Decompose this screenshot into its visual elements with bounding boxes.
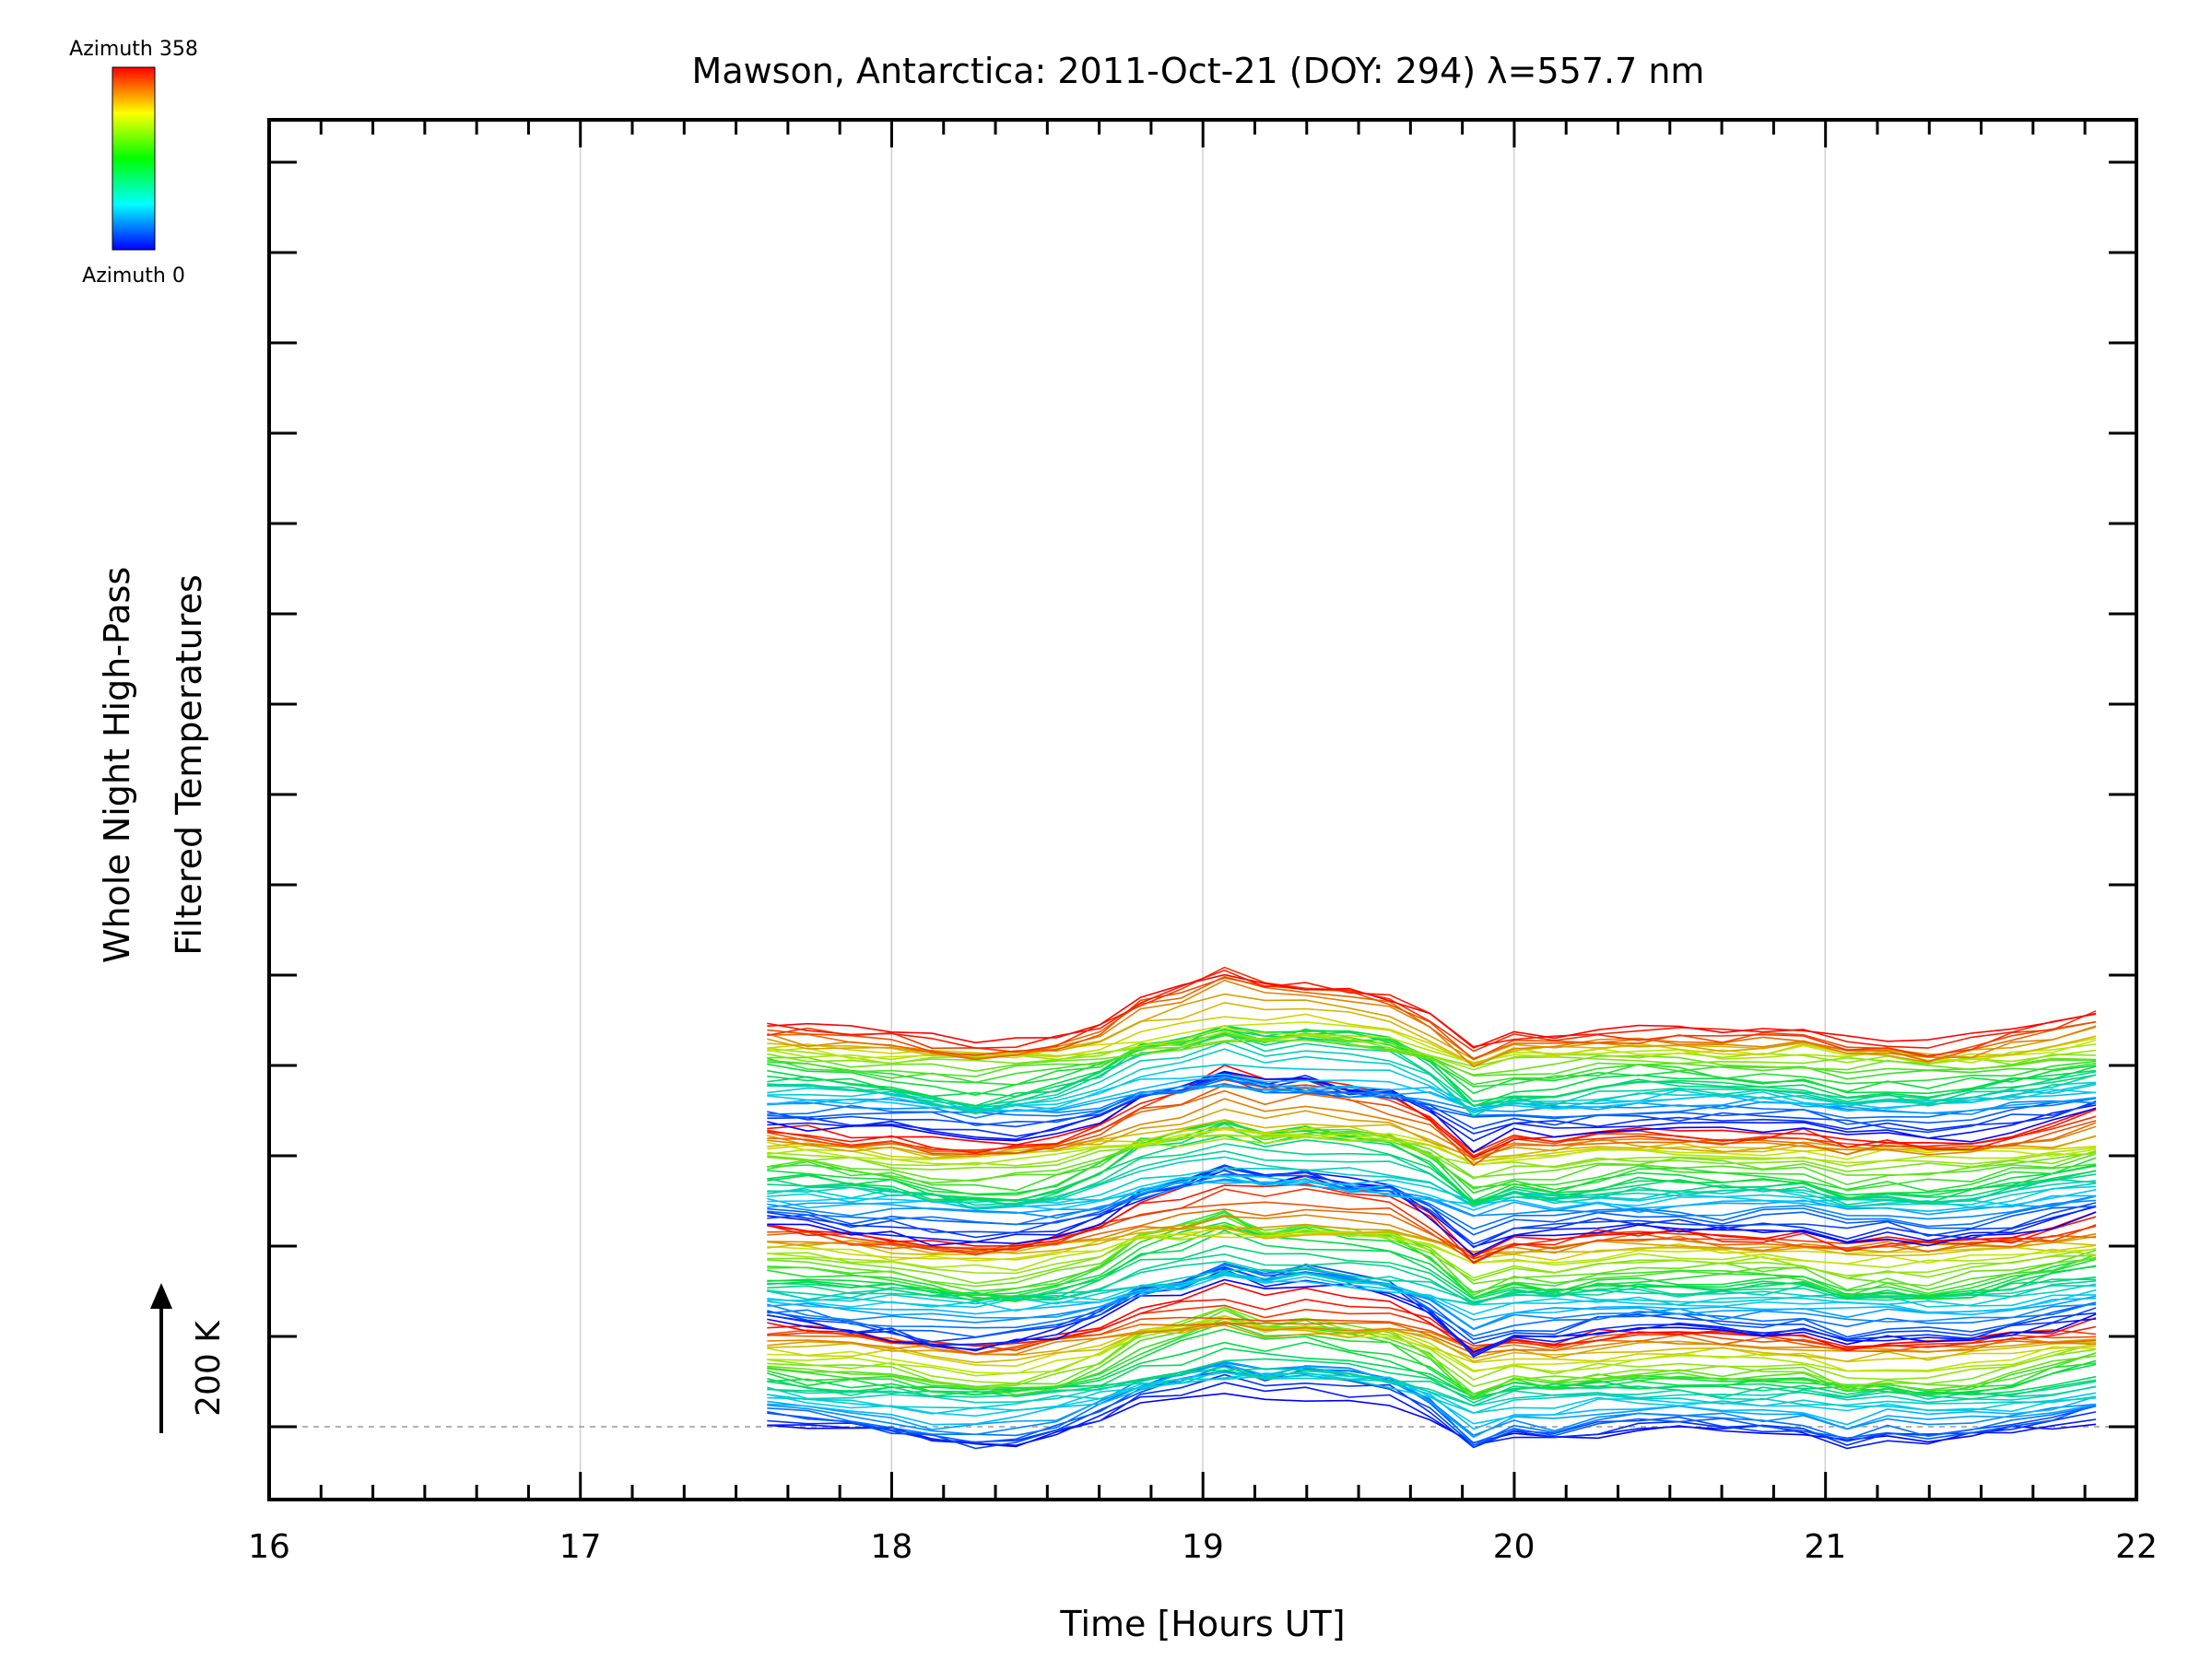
trace-58	[767, 1215, 2097, 1288]
trace-91	[767, 1121, 2097, 1196]
trace-95	[767, 1135, 2097, 1180]
trace-77	[767, 1170, 2097, 1230]
trace-112	[767, 1076, 2097, 1126]
scale-arrow-head	[150, 1283, 172, 1309]
trace-8	[767, 1363, 2097, 1430]
trace-47	[767, 1272, 2097, 1308]
trace-5	[767, 1363, 2097, 1447]
axis-ticks	[267, 120, 2136, 1500]
y-axis-label-line1: Whole Night High-Pass	[97, 567, 137, 963]
chart-title: Mawson, Antarctica: 2011-Oct-21 (DOY: 29…	[692, 51, 1705, 91]
trace-80	[767, 1180, 2097, 1213]
trace-88	[767, 1123, 2097, 1205]
trace-53	[767, 1225, 2097, 1302]
trace-62	[767, 1228, 2097, 1265]
scale-indicator: 200 K	[150, 1283, 228, 1433]
trace-73	[767, 1164, 2097, 1248]
x-tick-labels: 16 17 18 19 20 21 22	[248, 1528, 2158, 1566]
trace-30	[767, 1321, 2097, 1356]
trace-42	[767, 1264, 2097, 1331]
trace-25	[767, 1317, 2097, 1377]
trace-127	[767, 1028, 2097, 1088]
trace-124	[767, 1024, 2097, 1107]
colorbar: Azimuth 358 Azimuth 0	[69, 38, 198, 288]
trace-31	[767, 1322, 2097, 1356]
x-axis-label: Time [Hours UT]	[1059, 1604, 1345, 1644]
trace-66	[767, 1214, 2097, 1254]
trace-11	[767, 1371, 2097, 1415]
x-tick-label: 17	[559, 1528, 602, 1566]
trace-123	[767, 1029, 2097, 1111]
trace-70	[767, 1182, 2097, 1265]
grid	[269, 120, 2136, 1500]
trace-24	[767, 1315, 2097, 1384]
trace-12	[767, 1369, 2097, 1407]
trace-3	[767, 1370, 2097, 1450]
trace-78	[767, 1178, 2097, 1220]
trace-21	[767, 1309, 2097, 1400]
trace-96	[767, 1135, 2097, 1169]
trace-107	[767, 1064, 2097, 1159]
trace-13	[767, 1366, 2097, 1406]
trace-75	[767, 1164, 2097, 1245]
trace-72	[767, 1169, 2097, 1256]
trace-27	[767, 1322, 2097, 1368]
trace-38	[767, 1265, 2097, 1356]
trace-40	[767, 1263, 2097, 1341]
traces	[767, 966, 2097, 1450]
trace-89	[767, 1122, 2097, 1206]
trace-7	[767, 1360, 2097, 1439]
trace-92	[767, 1126, 2097, 1192]
trace-1	[767, 1382, 2097, 1450]
trace-6	[767, 1361, 2097, 1437]
trace-60	[767, 1223, 2097, 1279]
trace-129	[767, 1031, 2097, 1077]
trace-109	[767, 1072, 2097, 1142]
trace-87	[767, 1135, 2097, 1206]
trace-28	[767, 1320, 2097, 1364]
trace-69	[767, 1187, 2097, 1260]
trace-23	[767, 1306, 2097, 1390]
trace-103	[767, 1089, 2097, 1161]
x-tick-label: 22	[2115, 1528, 2158, 1566]
colorbar-gradient	[112, 66, 156, 251]
y-axis-label-line2: Filtered Temperatures	[169, 574, 209, 955]
x-tick-label: 21	[1804, 1528, 1846, 1566]
trace-130	[767, 1039, 2097, 1077]
trace-4	[767, 1364, 2097, 1444]
colorbar-top-label: Azimuth 358	[69, 38, 198, 61]
trace-114	[767, 1082, 2097, 1119]
colorbar-bottom-label: Azimuth 0	[82, 265, 185, 288]
trace-141	[767, 966, 2097, 1057]
x-tick-label: 19	[1182, 1528, 1224, 1566]
trace-106	[767, 1072, 2097, 1154]
trace-22	[767, 1307, 2097, 1395]
x-tick-label: 16	[248, 1528, 290, 1566]
trace-143	[767, 973, 2097, 1049]
trace-139	[767, 975, 2097, 1063]
trace-19	[767, 1322, 2097, 1398]
scale-label: 200 K	[190, 1320, 228, 1417]
trace-43	[767, 1272, 2097, 1330]
trace-56	[767, 1209, 2097, 1297]
trace-14	[767, 1368, 2097, 1401]
trace-86	[767, 1143, 2097, 1210]
trace-105	[767, 1078, 2097, 1158]
trace-61	[767, 1232, 2097, 1272]
x-tick-label: 18	[870, 1528, 912, 1566]
x-tick-label: 20	[1493, 1528, 1535, 1566]
trace-113	[767, 1077, 2097, 1119]
trace-94	[767, 1127, 2097, 1182]
